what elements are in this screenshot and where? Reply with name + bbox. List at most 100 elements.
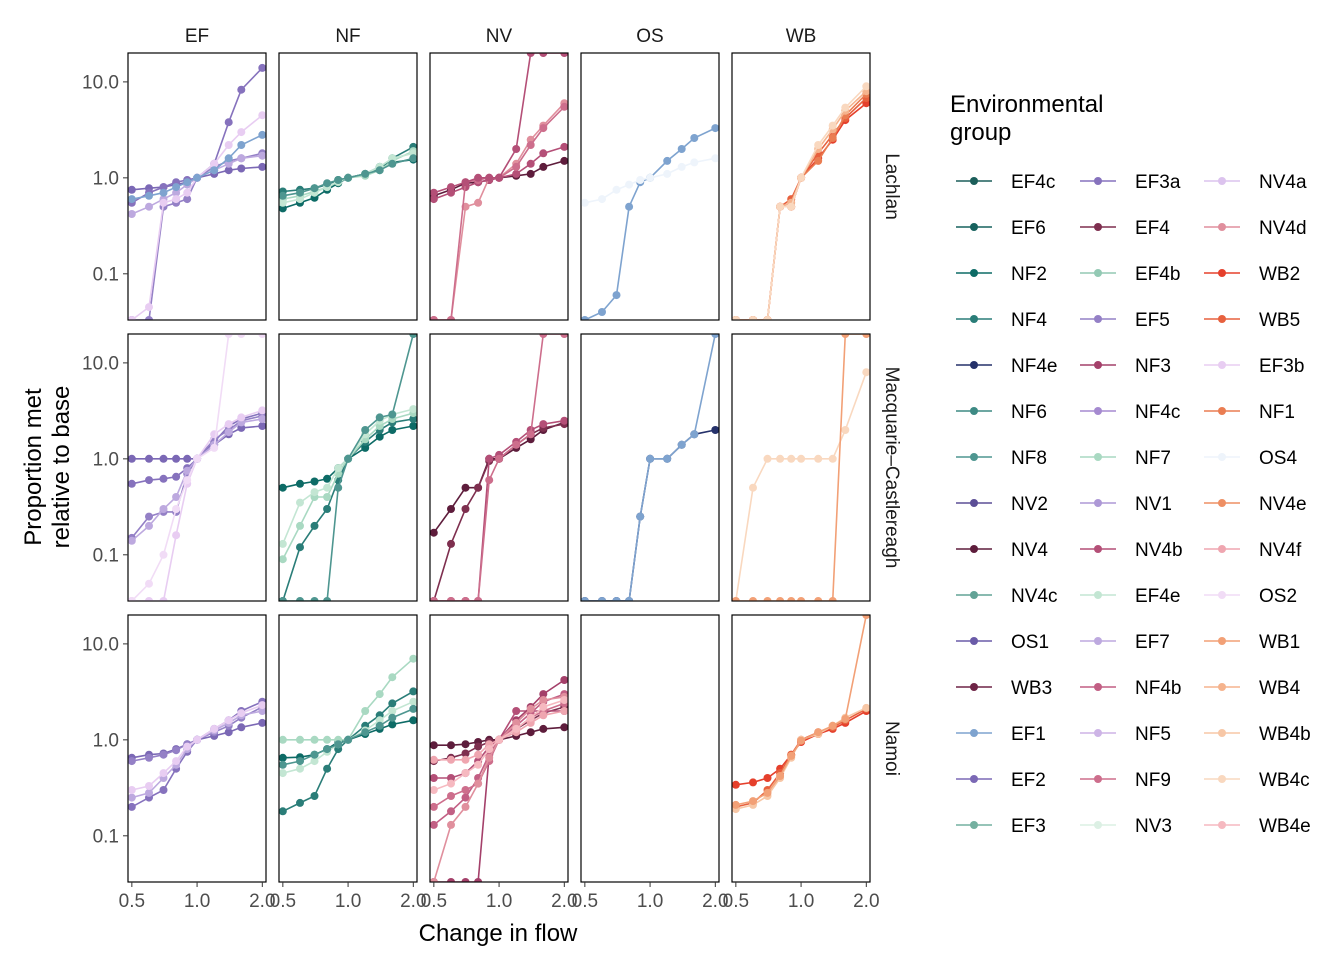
data-point-ef4e	[323, 483, 332, 492]
data-point-nv4	[430, 528, 438, 537]
strip-label-lachlan: Lachlan	[881, 153, 902, 220]
data-point-nf8	[310, 184, 319, 193]
data-point-ef3a	[159, 474, 168, 483]
data-point-ef2	[128, 454, 136, 463]
data-point-ef4e	[375, 716, 384, 725]
data-point-ef4e	[279, 198, 287, 207]
data-point-nv4d	[474, 779, 483, 788]
data-point-nf2	[279, 753, 287, 762]
panel-border	[429, 333, 569, 602]
data-point-ef5	[145, 316, 153, 320]
data-point-ef2	[258, 162, 266, 171]
legend-label: EF6	[1011, 218, 1046, 239]
x-tick-label: 1.0	[486, 891, 512, 912]
data-point-nv4b	[526, 159, 535, 168]
data-point-ef1	[636, 512, 645, 521]
data-point-nv4b	[512, 145, 521, 153]
x-tick-label: 2.0	[853, 891, 879, 912]
data-point-os2	[224, 334, 233, 338]
data-point-nf8	[323, 179, 332, 188]
data-point-ef3a	[237, 85, 246, 94]
series-line-nv4b	[433, 710, 565, 779]
data-point-nf7	[279, 555, 287, 564]
legend-key-point	[1094, 683, 1102, 691]
panel-data-lachlan-wb	[732, 82, 870, 320]
data-point-nf9	[447, 792, 455, 800]
data-point-wb4e	[560, 696, 568, 704]
series-line-ef5	[131, 152, 263, 320]
data-point-ef5	[145, 753, 153, 762]
data-point-wb4c	[841, 103, 850, 112]
data-point-nf9	[539, 334, 548, 338]
data-point-nv4	[461, 483, 470, 492]
legend-label: NV2	[1011, 494, 1048, 515]
legend-label: WB4e	[1259, 816, 1311, 837]
data-point-os4	[612, 185, 621, 194]
data-point-nf8	[334, 740, 343, 749]
legend-item-ef4: EF4	[1080, 218, 1170, 239]
legend-key-point	[970, 315, 978, 323]
data-point-ef1	[210, 166, 219, 175]
legend-key-point	[970, 407, 978, 415]
data-point-nf9	[560, 334, 568, 338]
data-point-nf9	[495, 454, 504, 463]
legend-item-nv4: NV4	[956, 540, 1048, 561]
data-point-nf2	[296, 479, 304, 488]
data-point-ef1	[612, 291, 621, 300]
data-point-nv4	[447, 505, 455, 513]
legend-key-point	[1094, 269, 1102, 277]
data-point-nf9	[512, 162, 521, 171]
data-point-nf4b	[447, 807, 455, 816]
series-line-wb4c	[735, 85, 867, 320]
data-point-nf8	[361, 426, 370, 434]
data-point-ef7	[145, 788, 153, 797]
data-point-nv4d	[485, 753, 494, 762]
data-point-nf8	[409, 334, 417, 338]
data-point-ef4e	[334, 464, 343, 473]
data-point-nf4	[323, 505, 332, 513]
data-point-ef2	[237, 723, 246, 732]
legend-key-point	[1218, 407, 1226, 415]
data-point-nv4	[461, 740, 470, 749]
legend-item-ef1: EF1	[956, 724, 1046, 745]
data-point-nv4f	[560, 707, 568, 715]
data-point-ef3b	[159, 769, 168, 778]
series-line-nv4	[433, 421, 565, 534]
data-point-ef1	[128, 195, 136, 204]
panel-data-macquarie-castlereagh-nv	[430, 334, 568, 601]
data-point-wb1	[763, 788, 772, 797]
panels-layer: EF NF NV OS WB Lachlan Macquarie–Castlereagh Na…	[82, 26, 902, 912]
panel-border	[127, 52, 267, 321]
data-point-wb1	[862, 615, 870, 619]
series-line-nf4	[282, 418, 414, 601]
data-point-nf2	[409, 422, 417, 430]
data-point-ef1	[690, 430, 699, 439]
legend-label: NF9	[1135, 770, 1171, 791]
data-point-nf2	[279, 204, 287, 213]
data-point-ef4e	[279, 769, 287, 778]
data-point-wb4c	[763, 454, 772, 463]
series-line-ef7	[131, 710, 263, 799]
data-point-ef3b	[128, 316, 136, 320]
data-point-ef7	[183, 466, 192, 475]
data-point-os4	[663, 169, 672, 178]
data-point-nf9	[539, 124, 548, 133]
data-point-wb4e	[485, 745, 494, 754]
data-point-wb2	[749, 778, 757, 787]
data-point-wb4c	[862, 82, 870, 91]
data-point-nf8	[334, 483, 343, 492]
data-point-wb1	[841, 334, 850, 338]
x-tick-label: 1.0	[184, 891, 210, 912]
legend-title-line-1: Environmental	[950, 91, 1103, 118]
data-point-nf8	[296, 757, 304, 766]
data-point-nf9	[430, 802, 438, 811]
legend-item-ef4c: EF4c	[956, 172, 1055, 193]
data-point-nv4b	[512, 707, 521, 715]
data-point-ef3b	[224, 420, 233, 429]
data-point-nf8	[310, 750, 319, 759]
legend-item-nf4b: NF4b	[1080, 678, 1181, 699]
panel-data-macquarie-castlereagh-nf	[279, 334, 417, 601]
data-point-ef3b	[183, 188, 192, 197]
data-point-ef3a	[145, 476, 153, 485]
legend-key-point	[1094, 637, 1102, 645]
